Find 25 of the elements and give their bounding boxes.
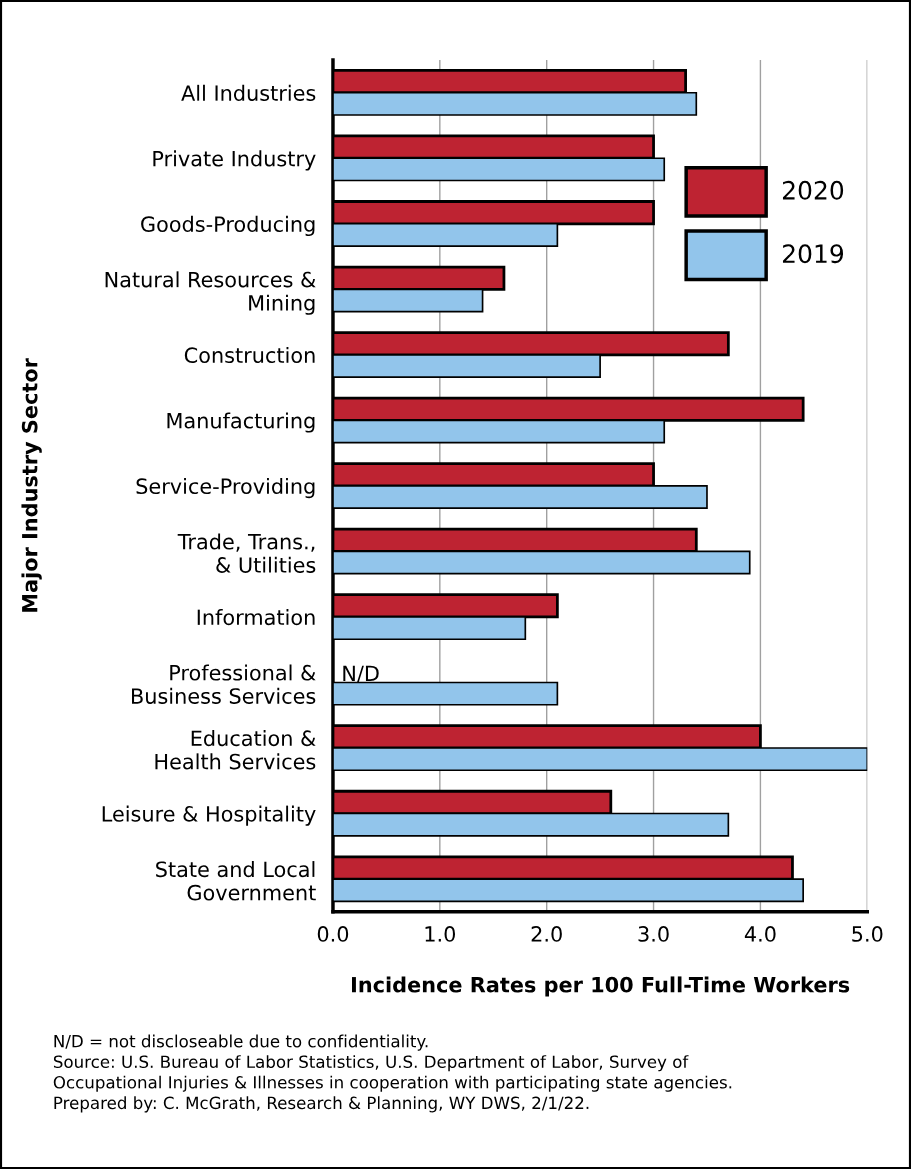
text: N/D = not discloseable due to confidentiality. Source: U.S. Bureau of Labor Statistics, U.S. Department of Labor, Survey of Occupational Injuries & Illnesses in cooperation with participating state agencies. Prepared by: C. McGrath, Research & Planning, WY DWS, 2/1/22.: [53, 1034, 732, 1113]
y-axis-title: Major Industry Sector: [21, 358, 42, 612]
y-tick-label: Private Industry: [153, 150, 316, 171]
y-tick-label: Construction: [184, 346, 315, 364]
x-tick-label: 1.0: [425, 926, 456, 942]
x-tick-label: 5.0: [852, 926, 883, 942]
x-axis-title: Incidence Rates per 100 Full-Time Workers: [352, 976, 850, 997]
annotation: N/D: [343, 665, 379, 683]
y-tick-label: Natural Resources & Mining: [105, 271, 316, 315]
legend-label: 2019: [782, 244, 844, 264]
x-tick-label: 0.0: [317, 926, 349, 942]
y-tick-label: Information: [197, 609, 315, 626]
y-tick-label: Goods-Producing: [141, 215, 315, 237]
x-tick-label: 4.0: [744, 926, 776, 942]
legend-label: 2020: [782, 180, 844, 200]
y-tick-label: Leisure & Hospitality: [102, 805, 316, 826]
y-tick-label: Professional & Business Services: [132, 664, 316, 704]
y-tick-label: Manufacturing: [167, 412, 315, 433]
y-tick-label: Service-Providing: [136, 477, 315, 499]
y-tick-label: All Industries: [181, 84, 316, 101]
y-tick-label: Trade, Trans., & Utilities: [177, 533, 316, 573]
x-tick-label: 3.0: [638, 926, 669, 942]
x-tick-label: 2.0: [531, 926, 562, 942]
y-tick-label: State and Local Government: [156, 861, 316, 901]
y-tick-label: Education & Health Services: [155, 730, 316, 770]
